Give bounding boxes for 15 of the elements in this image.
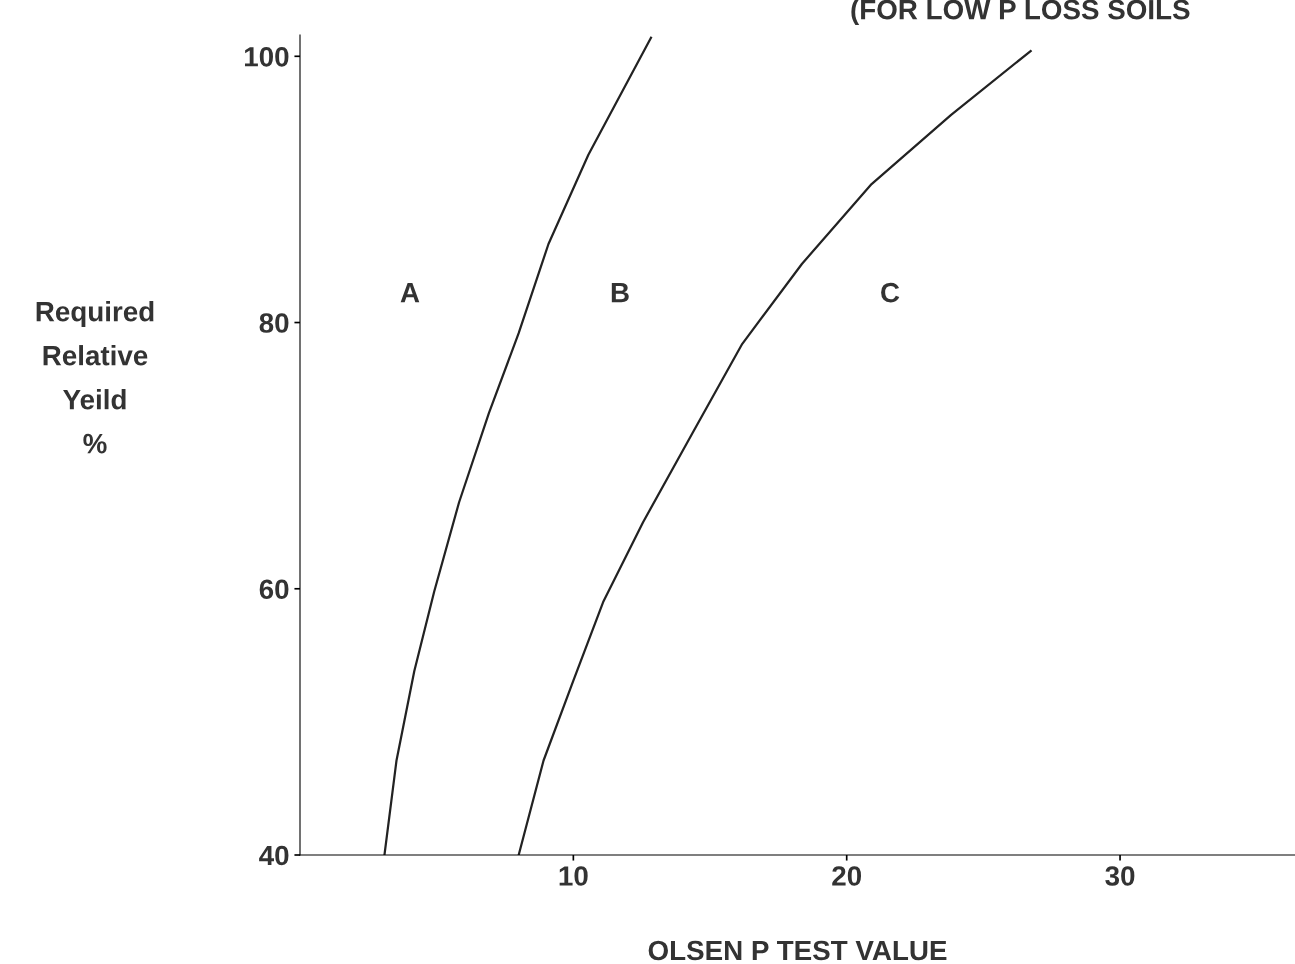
line-series bbox=[517, 49, 1032, 855]
x-tick-label: 30 bbox=[1105, 866, 1135, 886]
y-tick-label: 40 bbox=[259, 845, 289, 866]
annotation: B bbox=[611, 283, 629, 303]
y-axis-title: Required Relative Yeild % bbox=[36, 301, 154, 454]
x-tick-label: 20 bbox=[832, 866, 862, 886]
chart-title: (FOR LOW P LOSS SOILS bbox=[851, 0, 1190, 25]
line-series bbox=[383, 36, 653, 855]
y-tick-label: 60 bbox=[259, 579, 289, 600]
y-tick-label: 100 bbox=[244, 46, 289, 67]
x-axis-title: OLSEN P TEST VALUE bbox=[648, 940, 947, 961]
annotation: C bbox=[881, 282, 900, 303]
annotation: A bbox=[400, 283, 420, 303]
x-tick-label: 10 bbox=[559, 866, 588, 886]
y-tick-label: 80 bbox=[259, 313, 289, 333]
